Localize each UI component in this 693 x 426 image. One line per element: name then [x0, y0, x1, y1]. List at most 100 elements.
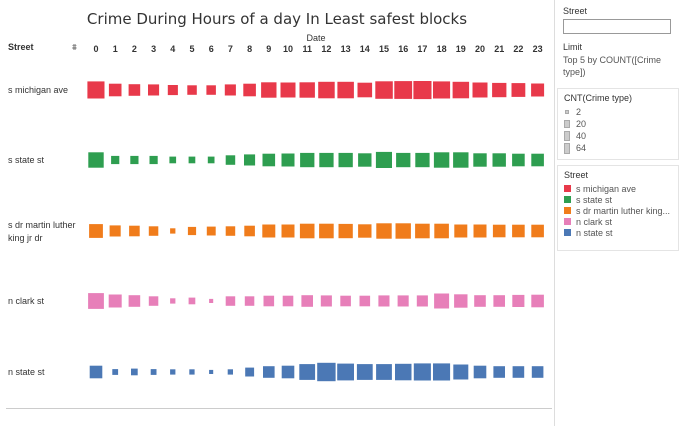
data-mark[interactable] [281, 153, 295, 167]
data-mark[interactable] [206, 226, 216, 236]
data-mark[interactable] [282, 295, 294, 307]
data-mark[interactable] [512, 294, 525, 307]
data-mark[interactable] [511, 83, 526, 97]
data-mark[interactable] [89, 224, 103, 238]
data-mark[interactable] [531, 224, 544, 238]
data-mark[interactable] [225, 226, 236, 236]
data-mark[interactable] [209, 369, 214, 374]
data-mark[interactable] [453, 152, 469, 168]
data-mark[interactable] [531, 294, 544, 308]
data-mark[interactable] [452, 81, 470, 99]
data-mark[interactable] [512, 224, 525, 238]
data-mark[interactable] [472, 82, 488, 98]
data-mark[interactable] [531, 83, 545, 97]
data-mark[interactable] [111, 155, 120, 165]
data-mark[interactable] [280, 82, 296, 98]
data-mark[interactable] [413, 363, 431, 381]
data-mark[interactable] [433, 363, 451, 381]
data-mark[interactable] [473, 365, 487, 379]
data-mark[interactable] [396, 152, 411, 168]
data-mark[interactable] [88, 152, 104, 168]
data-mark[interactable] [245, 367, 255, 377]
data-mark[interactable] [148, 84, 160, 96]
data-mark[interactable] [262, 153, 276, 167]
data-mark[interactable] [376, 364, 392, 380]
data-mark[interactable] [299, 82, 315, 98]
data-mark[interactable] [89, 365, 103, 379]
data-mark[interactable] [358, 224, 372, 238]
data-mark[interactable] [395, 363, 412, 381]
data-mark[interactable] [150, 369, 157, 375]
data-mark[interactable] [170, 369, 176, 375]
size-legend-item[interactable]: 2 [558, 106, 678, 118]
data-mark[interactable] [225, 155, 236, 165]
data-mark[interactable] [454, 294, 468, 308]
data-mark[interactable] [395, 223, 411, 239]
data-mark[interactable] [87, 81, 105, 99]
data-mark[interactable] [434, 223, 449, 239]
data-mark[interactable] [131, 368, 138, 376]
data-mark[interactable] [262, 224, 276, 238]
data-mark[interactable] [128, 295, 141, 307]
data-mark[interactable] [281, 365, 295, 379]
data-mark[interactable] [337, 363, 354, 381]
data-mark[interactable] [453, 364, 469, 380]
data-mark[interactable] [243, 83, 256, 97]
data-mark[interactable] [340, 295, 351, 307]
data-mark[interactable] [394, 81, 413, 99]
data-mark[interactable] [129, 225, 140, 237]
data-mark[interactable] [531, 366, 544, 378]
street-filter-input[interactable] [563, 19, 671, 34]
data-mark[interactable] [376, 223, 392, 239]
data-mark[interactable] [359, 295, 371, 307]
data-mark[interactable] [320, 295, 332, 307]
data-mark[interactable] [474, 295, 486, 307]
data-mark[interactable] [128, 84, 141, 96]
data-mark[interactable] [170, 228, 176, 234]
color-legend-item[interactable]: n clark st [558, 216, 678, 227]
color-legend-item[interactable]: n state st [558, 227, 678, 238]
data-mark[interactable] [227, 369, 233, 375]
data-mark[interactable] [433, 81, 451, 99]
data-mark[interactable] [206, 85, 216, 95]
data-mark[interactable] [434, 293, 450, 309]
data-mark[interactable] [109, 225, 121, 237]
data-mark[interactable] [512, 153, 525, 167]
data-mark[interactable] [299, 364, 316, 380]
data-mark[interactable] [209, 298, 214, 303]
data-mark[interactable] [433, 152, 450, 168]
data-mark[interactable] [416, 295, 428, 307]
data-mark[interactable] [188, 297, 196, 305]
data-mark[interactable] [112, 369, 119, 375]
data-mark[interactable] [244, 296, 255, 306]
data-mark[interactable] [207, 156, 215, 164]
data-mark[interactable] [299, 223, 315, 239]
data-mark[interactable] [338, 152, 353, 168]
data-mark[interactable] [375, 81, 393, 99]
data-mark[interactable] [187, 226, 197, 236]
data-mark[interactable] [188, 156, 196, 164]
data-mark[interactable] [148, 226, 159, 236]
data-mark[interactable] [493, 366, 505, 378]
data-mark[interactable] [224, 84, 236, 96]
data-mark[interactable] [148, 296, 159, 306]
data-mark[interactable] [375, 151, 392, 168]
data-mark[interactable] [357, 82, 373, 98]
data-mark[interactable] [531, 153, 544, 167]
data-mark[interactable] [319, 223, 334, 239]
data-mark[interactable] [473, 224, 487, 238]
data-mark[interactable] [170, 298, 176, 304]
data-mark[interactable] [378, 295, 390, 307]
data-mark[interactable] [130, 155, 139, 165]
color-legend-item[interactable]: s state st [558, 194, 678, 205]
data-mark[interactable] [358, 153, 372, 167]
data-mark[interactable] [167, 85, 178, 96]
data-mark[interactable] [397, 295, 409, 307]
data-mark[interactable] [454, 224, 468, 238]
data-mark[interactable] [319, 152, 334, 168]
data-mark[interactable] [318, 81, 335, 99]
data-mark[interactable] [149, 155, 158, 165]
data-mark[interactable] [281, 224, 295, 238]
data-mark[interactable] [88, 293, 104, 309]
data-mark[interactable] [263, 295, 275, 307]
